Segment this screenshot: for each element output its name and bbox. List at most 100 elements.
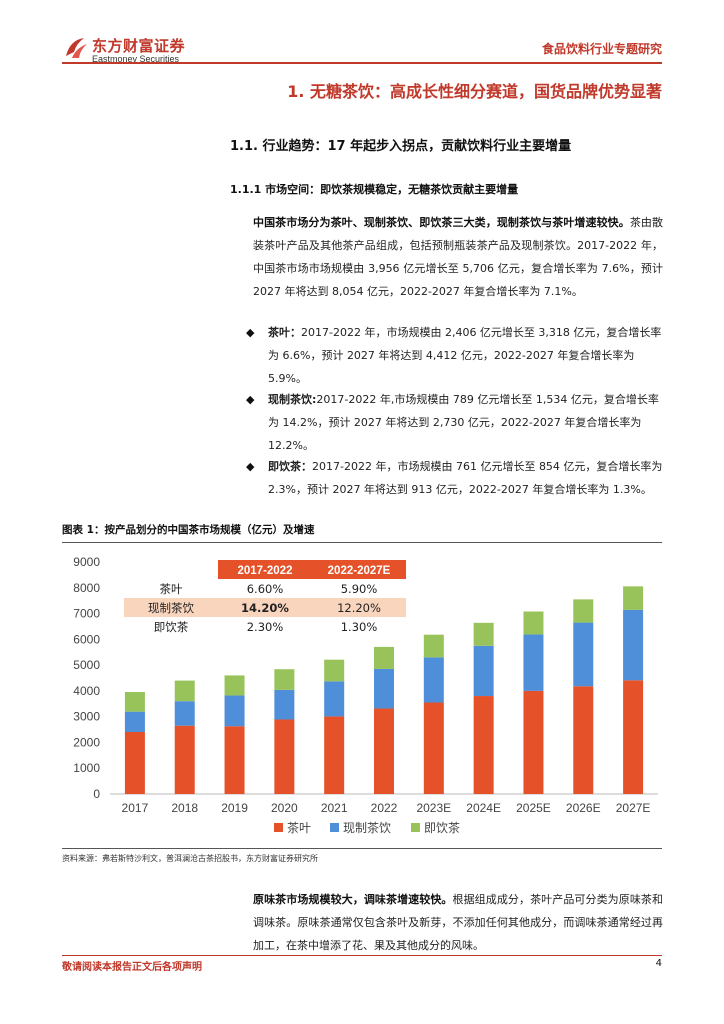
legend-swatch bbox=[330, 823, 339, 832]
bar-segment bbox=[523, 634, 544, 691]
figure-source: 资料来源：弗若斯特沙利文，普洱澜沧古茶招股书，东方财富证券研究所 bbox=[62, 854, 318, 863]
figure-bottom-rule bbox=[62, 848, 662, 849]
bar-segment bbox=[573, 622, 594, 687]
bullet-text: 2017-2022 年，市场规模由 761 亿元增长至 854 亿元，复合增长率… bbox=[268, 460, 663, 496]
bar-segment bbox=[324, 681, 345, 717]
bullet-text: 2017-2022 年,市场规模由 789 亿元增长至 1,534 亿元，复合增… bbox=[268, 393, 659, 452]
diamond-bullet-icon: ◆ bbox=[246, 393, 255, 406]
bar-segment bbox=[174, 680, 195, 702]
y-tick-label: 0 bbox=[93, 787, 100, 801]
x-tick-label: 2023E bbox=[416, 801, 451, 815]
intro-paragraph: 中国茶市场分为茶叶、现制茶饮、即饮茶三大类，现制茶饮与茶叶增速较快。茶由散装茶叶… bbox=[253, 211, 663, 303]
y-tick-label: 5000 bbox=[73, 658, 100, 672]
bar-segment bbox=[124, 711, 145, 732]
table-cell: 12.20% bbox=[337, 601, 381, 615]
x-tick-label: 2025E bbox=[516, 801, 551, 815]
bullet-item: ◆ 现制茶饮:2017-2022 年,市场规模由 789 亿元增长至 1,534 … bbox=[246, 388, 663, 457]
y-tick-label: 4000 bbox=[73, 684, 100, 698]
section-title: 1. 无糖茶饮：高成长性细分赛道，国货品牌优势显著 bbox=[287, 82, 662, 101]
bullet-label: 即饮茶： bbox=[268, 460, 312, 473]
table-cell: 现制茶饮 bbox=[148, 601, 194, 615]
stacked-bar-chart: 0 1000 2000 3000 4000 5000 6000 7000 8000 9000 201… bbox=[73, 555, 658, 835]
logo-chinese-name: 东方财富证券 bbox=[92, 37, 186, 55]
company-logo: 东方财富证券 Eastmoney Securities bbox=[62, 34, 212, 70]
bullet-label: 茶叶： bbox=[268, 326, 301, 339]
x-tick-label: 2020 bbox=[271, 801, 298, 815]
table-highlight-row bbox=[124, 598, 406, 617]
bullet-item: ◆ 茶叶：2017-2022 年，市场规模由 2,406 亿元增长至 3,318 … bbox=[246, 321, 663, 390]
x-tick-label: 2021 bbox=[321, 801, 348, 815]
diamond-bullet-icon: ◆ bbox=[246, 326, 255, 339]
bar-segment bbox=[224, 726, 245, 794]
bar-segment bbox=[423, 702, 444, 794]
y-tick-label: 2000 bbox=[73, 735, 100, 749]
bar-segment bbox=[623, 680, 644, 794]
x-tick-label: 2027E bbox=[616, 801, 651, 815]
legend-label: 现制茶饮 bbox=[343, 820, 391, 835]
subsection-title: 1.1. 行业趋势：17 年起步入拐点，贡献饮料行业主要增量 bbox=[230, 139, 572, 154]
bar-segment bbox=[274, 719, 295, 794]
table-header-label: 2022-2027E bbox=[328, 565, 391, 577]
eastmoney-logo-icon bbox=[66, 38, 87, 58]
table-header-cell bbox=[312, 560, 406, 579]
table-cell: 5.90% bbox=[341, 582, 378, 596]
closing-paragraph: 原味茶市场规模较大，调味茶增速较快。根据组成成分，茶叶产品可分类为原味茶和调味茶… bbox=[253, 888, 663, 957]
x-tick-label: 2019 bbox=[221, 801, 248, 815]
bullet-label: 现制茶饮: bbox=[268, 393, 317, 406]
bar-segment bbox=[473, 622, 494, 646]
legend-swatch bbox=[411, 823, 420, 832]
bar-segment bbox=[423, 634, 444, 658]
table-cell: 1.30% bbox=[341, 620, 378, 634]
table-cell: 6.60% bbox=[247, 582, 284, 596]
x-tick-label: 2024E bbox=[466, 801, 501, 815]
diamond-bullet-icon: ◆ bbox=[246, 460, 255, 473]
table-cell: 即饮茶 bbox=[154, 620, 189, 634]
bar-segment bbox=[523, 611, 544, 635]
y-tick-label: 1000 bbox=[73, 761, 100, 775]
bar-segment bbox=[423, 657, 444, 703]
closing-text: 根据组成成分，茶叶产品可分类为原味茶和调味茶。原味茶通常仅包含茶叶及新芽，不添加… bbox=[253, 893, 663, 952]
bar-segment bbox=[573, 599, 594, 623]
table-cell: 2.30% bbox=[247, 620, 284, 634]
table-header-cell bbox=[218, 560, 312, 579]
bar-segment bbox=[623, 609, 644, 681]
bar-segment bbox=[374, 668, 394, 709]
figure-top-rule bbox=[62, 542, 662, 543]
intro-text: 茶由散装茶叶产品及其他茶产品组成，包括预制瓶装茶产品及现制茶饮。2017-202… bbox=[253, 216, 664, 298]
legend-label: 即饮茶 bbox=[424, 820, 460, 835]
bullet-item: ◆ 即饮茶：2017-2022 年，市场规模由 761 亿元增长至 854 亿元，… bbox=[246, 455, 663, 501]
bar-segment bbox=[174, 725, 195, 794]
bar-segment bbox=[274, 669, 295, 690]
y-tick-label: 6000 bbox=[73, 632, 100, 646]
y-tick-label: 7000 bbox=[73, 607, 100, 621]
bar-segment bbox=[374, 708, 394, 794]
bar-segment bbox=[124, 692, 145, 712]
bar-segment bbox=[224, 675, 245, 696]
report-type: 食品饮料行业专题研究 bbox=[541, 42, 662, 56]
bar-segment bbox=[274, 689, 295, 720]
x-tick-label: 2026E bbox=[566, 801, 601, 815]
legend-label: 茶叶 bbox=[287, 820, 311, 835]
intro-bold: 中国茶市场分为茶叶、现制茶饮、即饮茶三大类，现制茶饮与茶叶增速较快。 bbox=[253, 216, 630, 229]
figure-title: 图表 1：按产品划分的中国茶市场规模（亿元）及增速 bbox=[62, 524, 315, 536]
bar-segment bbox=[473, 696, 494, 794]
bar-segment bbox=[324, 716, 345, 794]
legend-swatch bbox=[274, 823, 283, 832]
subsubsection-title: 1.1.1 市场空间：即饮茶规模稳定，无糖茶饮贡献主要增量 bbox=[230, 183, 519, 196]
x-tick-label: 2017 bbox=[122, 801, 149, 815]
bar-segment bbox=[174, 701, 195, 726]
bar-segment bbox=[623, 586, 644, 610]
closing-bold: 原味茶市场规模较大，调味茶增速较快。 bbox=[253, 893, 453, 906]
y-tick-label: 8000 bbox=[73, 581, 100, 595]
page-header: 东方财富证券 Eastmoney Securities 食品饮料行业专题研究 bbox=[0, 0, 724, 70]
bar-segment bbox=[573, 686, 594, 794]
x-tick-label: 2018 bbox=[171, 801, 198, 815]
page-number: 4 bbox=[655, 958, 662, 969]
footer-divider bbox=[62, 955, 662, 956]
table-cell: 14.20% bbox=[241, 601, 289, 615]
y-tick-label: 9000 bbox=[73, 555, 100, 569]
header-divider bbox=[62, 62, 662, 64]
bar-segment bbox=[523, 690, 544, 794]
bullet-text: 2017-2022 年，市场规模由 2,406 亿元增长至 3,318 亿元，复… bbox=[268, 326, 662, 385]
table-cell: 茶叶 bbox=[160, 582, 183, 596]
